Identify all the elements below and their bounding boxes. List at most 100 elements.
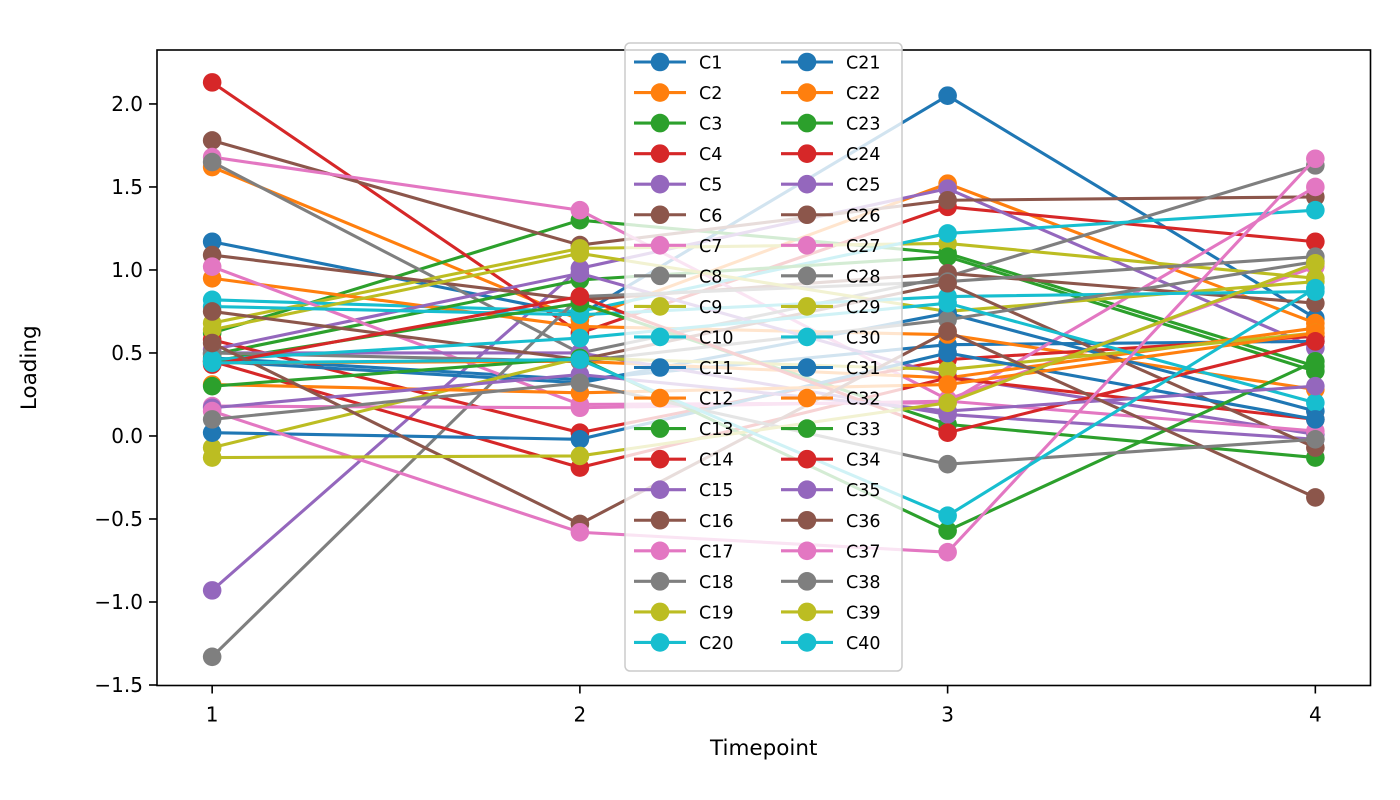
legend-label-C28: C28 [846, 267, 881, 287]
legend-label-C22: C22 [846, 84, 881, 104]
legend-label-C10: C10 [699, 328, 734, 348]
y-tick-label: −1.5 [94, 673, 143, 697]
legend-item-C34: C34 [781, 449, 881, 471]
legend-label-C12: C12 [699, 390, 734, 410]
legend-marker-C20 [650, 633, 670, 652]
legend-marker-C4 [650, 144, 670, 163]
legend-label-C34: C34 [846, 451, 881, 471]
legend-marker-C9 [650, 297, 670, 316]
data-point-C6-t1 [202, 131, 222, 150]
legend-item-C6: C6 [634, 205, 722, 226]
data-point-C31-t4 [1306, 410, 1325, 429]
data-point-C5-t1 [202, 581, 222, 600]
legend-label-C29: C29 [846, 298, 881, 318]
legend-item-C2: C2 [634, 83, 722, 104]
x-axis-label: Timepoint [709, 736, 817, 761]
data-point-C37-t2 [570, 522, 590, 542]
legend-item-C15: C15 [634, 480, 734, 501]
legend-item-C21: C21 [781, 52, 881, 74]
legend-item-C22: C22 [781, 83, 881, 104]
legend-item-C16: C16 [634, 510, 734, 532]
legend-item-C27: C27 [781, 236, 881, 257]
data-point-C38-t3 [938, 454, 957, 474]
legend-marker-C7 [650, 236, 670, 255]
data-point-C4-t1 [202, 73, 222, 92]
legend-box [624, 42, 903, 672]
data-point-C39-t2 [570, 446, 590, 466]
data-point-C10-t4 [1306, 200, 1325, 220]
legend-label-C25: C25 [846, 176, 881, 196]
y-tick-label: 0.5 [111, 341, 143, 365]
legend-item-C19: C19 [634, 602, 734, 623]
data-point-C38-t4 [1306, 430, 1325, 449]
data-point-C26-t1 [202, 302, 222, 321]
legend-marker-C36 [797, 510, 817, 530]
legend-marker-C10 [650, 327, 670, 347]
data-point-C39-t4 [1306, 254, 1325, 273]
legend-marker-C32 [797, 388, 817, 408]
legend-item-C23: C23 [781, 113, 881, 135]
legend-item-C12: C12 [634, 388, 734, 410]
legend-label-C31: C31 [846, 359, 881, 379]
data-point-C40-t3 [938, 506, 957, 525]
legend-marker-C40 [797, 633, 817, 652]
legend-label-C21: C21 [846, 54, 881, 74]
legend-label-C14: C14 [699, 451, 734, 471]
legend-item-C31: C31 [781, 358, 881, 379]
legend-item-C18: C18 [634, 572, 734, 593]
legend-label-C27: C27 [846, 237, 881, 257]
data-point-C17-t1 [202, 257, 222, 276]
data-point-C30-t4 [1306, 393, 1325, 413]
legend-marker-C29 [797, 297, 817, 316]
legend: C1 C2 C3 C4 C5 C6 C7 C8 C9 C10 C11 C12 C13 C14 C15 C16 C… [624, 42, 903, 672]
data-point-C35-t4 [1306, 376, 1325, 396]
legend-marker-C14 [650, 449, 670, 469]
y-tick-label: 0.0 [111, 424, 143, 448]
legend-marker-C31 [797, 358, 817, 377]
legend-marker-C33 [797, 419, 817, 438]
legend-marker-C22 [797, 83, 817, 102]
data-point-C31-t1 [202, 423, 222, 442]
legend-marker-C25 [797, 174, 817, 194]
legend-label-C13: C13 [699, 420, 734, 440]
data-point-C30-t3 [938, 293, 957, 313]
legend-item-C33: C33 [781, 419, 881, 440]
legend-label-C11: C11 [699, 359, 734, 379]
legend-marker-C27 [797, 236, 817, 255]
legend-marker-C11 [650, 358, 670, 377]
legend-item-C24: C24 [781, 144, 881, 165]
legend-marker-C35 [797, 480, 817, 500]
data-point-C4-t4 [1306, 232, 1325, 252]
legend-item-C8: C8 [634, 266, 722, 287]
legend-item-C13: C13 [634, 419, 734, 440]
data-point-C10-t3 [938, 224, 957, 243]
data-point-C33-t3 [938, 521, 957, 540]
data-point-C27-t2 [570, 398, 590, 418]
legend-marker-C2 [650, 83, 670, 102]
data-point-C18-t1 [202, 647, 222, 667]
data-point-C36-t4 [1306, 488, 1325, 507]
legend-item-C38: C38 [781, 572, 881, 593]
legend-marker-C8 [650, 266, 670, 286]
data-point-C40-t1 [202, 353, 222, 373]
legend-item-C17: C17 [634, 541, 734, 562]
legend-item-C9: C9 [634, 297, 722, 318]
legend-label-C5: C5 [699, 176, 722, 196]
legend-marker-C1 [650, 52, 670, 72]
data-point-C40-t4 [1306, 278, 1325, 298]
legend-marker-C37 [797, 541, 817, 561]
data-point-C39-t1 [202, 448, 222, 467]
legend-label-C23: C23 [846, 115, 881, 135]
legend-item-C40: C40 [781, 633, 881, 654]
legend-label-C15: C15 [699, 481, 734, 501]
legend-label-C36: C36 [846, 512, 881, 532]
data-point-C8-t1 [202, 152, 222, 172]
data-point-C36-t3 [938, 322, 957, 341]
legend-marker-C23 [797, 113, 817, 133]
legend-item-C10: C10 [634, 327, 734, 348]
legend-label-C8: C8 [699, 267, 722, 287]
data-point-C17-t4 [1306, 177, 1325, 197]
data-point-C34-t3 [938, 423, 957, 442]
